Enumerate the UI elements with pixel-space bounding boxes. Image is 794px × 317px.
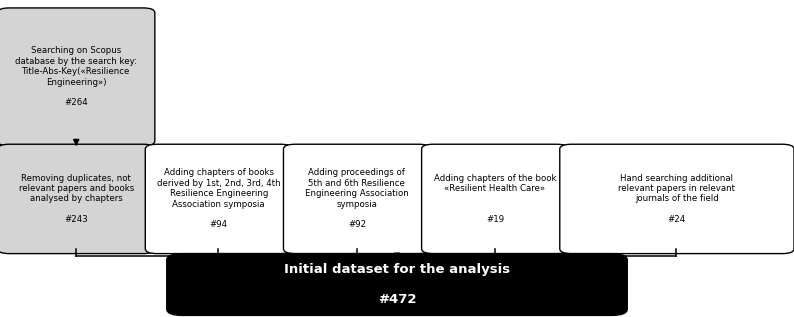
FancyBboxPatch shape — [145, 144, 292, 254]
Text: Adding proceedings of
5th and 6th Resilience
Engineering Association
symposia

#: Adding proceedings of 5th and 6th Resili… — [305, 168, 409, 230]
Text: Removing duplicates, not
relevant papers and books
analysed by chapters

#243: Removing duplicates, not relevant papers… — [18, 174, 134, 224]
Text: Searching on Scopus
database by the search key:
Title-Abs-Key(«Resilience
Engine: Searching on Scopus database by the sear… — [15, 46, 137, 107]
Text: Hand searching additional
relevant papers in relevant
journals of the field

#24: Hand searching additional relevant paper… — [619, 174, 735, 224]
FancyBboxPatch shape — [0, 8, 155, 146]
Text: Adding chapters of books
derived by 1st, 2nd, 3rd, 4th
Resilience Engineering
As: Adding chapters of books derived by 1st,… — [157, 168, 280, 230]
FancyBboxPatch shape — [422, 144, 569, 254]
FancyBboxPatch shape — [283, 144, 430, 254]
FancyBboxPatch shape — [560, 144, 794, 254]
FancyBboxPatch shape — [0, 144, 155, 254]
Text: Adding chapters of the book
«Resilient Health Care»


#19: Adding chapters of the book «Resilient H… — [434, 174, 557, 224]
Text: Initial dataset for the analysis

#472: Initial dataset for the analysis #472 — [284, 263, 510, 306]
FancyBboxPatch shape — [167, 254, 627, 315]
